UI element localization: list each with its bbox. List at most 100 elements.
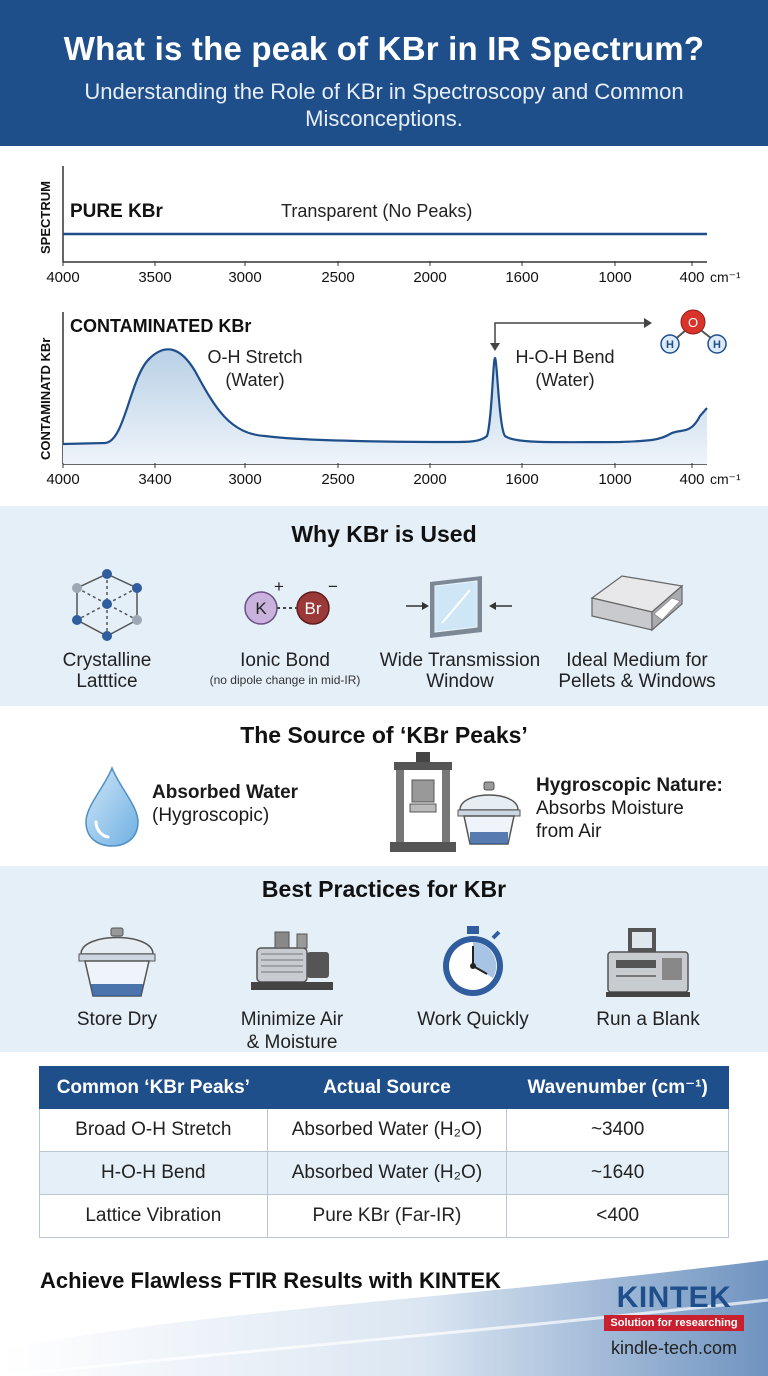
table-cell: ~3400: [506, 1108, 729, 1152]
lattice-icon: [72, 569, 142, 641]
svg-text:H: H: [713, 339, 721, 351]
kintek-logo: KINTEK Solution for researching kindle-t…: [604, 1282, 744, 1359]
best-label-run-blank: Run a Blank: [596, 1009, 700, 1030]
desiccator-icon: [78, 927, 156, 997]
table-row: Lattice Vibration Pure KBr (Far-IR) <400: [39, 1194, 729, 1238]
water-molecule-icon: O H H: [660, 309, 727, 354]
why-label-lattice-2: Latttice: [76, 671, 138, 692]
why-label-window-1: Wide Transmission: [379, 650, 541, 671]
cta-text: Achieve Flawless FTIR Results with KINTE…: [40, 1268, 501, 1293]
cont-name: CONTAMINATED KBr: [70, 316, 251, 336]
page-title: What is the peak of KBr in IR Spectrum?: [63, 30, 705, 67]
why-label-pellet-1: Ideal Medium for: [566, 650, 708, 671]
pellet-icon: [590, 575, 684, 632]
pure-x-tick-label: 400: [679, 269, 704, 286]
best-label-work-quickly: Work Quickly: [417, 1009, 529, 1030]
ftir-instrument-icon: [606, 928, 690, 997]
hygroscopic-nature-label: Hygroscopic Nature: Absorbs Moisture fro…: [536, 775, 723, 842]
pure-note: Transparent (No Peaks): [281, 201, 472, 221]
pure-x-tick-label: 2500: [321, 269, 354, 286]
header-banner: What is the peak of KBr in IR Spectrum? …: [0, 0, 768, 146]
source-section: The Source of ‘KBr Peaks’ Absorbed Water…: [0, 706, 768, 866]
table-row: Broad O-H Stretch Absorbed Water (H₂O) ~…: [39, 1108, 729, 1152]
pure-name: PURE KBr: [70, 201, 164, 222]
cont-axis-label: CONTAMINATD KBr: [38, 338, 53, 460]
cont-x-tick-label: 3400: [138, 471, 171, 488]
peak2-sub: (Water): [535, 370, 594, 390]
why-label-ionic: Ionic Bond: [240, 650, 330, 671]
pure-x-tick-label: 3500: [138, 269, 171, 286]
pure-x-tick-label: 4000: [46, 269, 79, 286]
website-link[interactable]: kindle-tech.com: [610, 1338, 738, 1358]
cont-x-tick-label: 1600: [505, 471, 538, 488]
table-cell: Lattice Vibration: [39, 1194, 268, 1238]
svg-text:−: −: [328, 577, 338, 596]
best-item-work-quickly: Work Quickly: [383, 924, 563, 1031]
stopwatch-icon: [443, 926, 503, 996]
table-cell: Absorbed Water (H₂O): [266, 1108, 508, 1152]
svg-text:+: +: [274, 577, 284, 596]
best-label-store-dry: Store Dry: [76, 1009, 158, 1030]
svg-text:H: H: [666, 339, 674, 351]
pure-x-tick-label: 1000: [598, 269, 631, 286]
water-drop-icon: [85, 765, 139, 847]
best-practices-section: Best Practices for KBr Store Dry: [0, 866, 768, 1054]
table-cell: Absorbed Water (H₂O): [266, 1151, 508, 1195]
why-note-ionic: (no dipole change in mid-IR): [209, 673, 361, 687]
peaks-table: Common ‘KBr Peaks’ Actual Source Wavenum…: [39, 1066, 729, 1238]
best-label-minimize-air-2: & Moisture: [246, 1032, 338, 1053]
table-header: Wavenumber (cm⁻¹): [506, 1066, 729, 1109]
pure-unit: cm⁻¹: [710, 269, 741, 285]
cont-x-tick-label: 2000: [413, 471, 446, 488]
peak2-arrow-head-down: [490, 343, 500, 351]
footer: Achieve Flawless FTIR Results with KINTE…: [0, 1240, 768, 1376]
vacuum-pump-icon: [251, 931, 333, 990]
peak1-sub: (Water): [225, 370, 284, 390]
table-row: H-O-H Bend Absorbed Water (H₂O) ~1640: [39, 1151, 729, 1195]
absorbed-water-label: Absorbed Water (Hygroscopic): [152, 782, 299, 826]
peak2-arrow-head-right: [644, 318, 652, 328]
table-cell: ~1640: [506, 1151, 729, 1195]
brand-name: KINTEK: [616, 1281, 732, 1314]
why-section: Why KBr is Used Crystallin: [0, 506, 768, 706]
cont-x-tick-label: 1000: [598, 471, 631, 488]
pure-axis-label: SPECTRUM: [38, 181, 53, 254]
cont-x-tick-label: 2500: [321, 471, 354, 488]
spectra-chart: SPECTRUM PURE KBr Transparent (No Peaks)…: [38, 166, 741, 488]
best-title: Best Practices for KBr: [261, 876, 507, 902]
svg-text:K: K: [255, 599, 267, 618]
source-title: The Source of ‘KBr Peaks’: [240, 722, 528, 748]
why-item-pellet: Ideal Medium for Pellets & Windows: [542, 568, 732, 692]
table-header: Actual Source: [266, 1066, 508, 1109]
best-item-minimize-air: Minimize Air & Moisture: [202, 924, 382, 1054]
best-item-run-blank: Run a Blank: [558, 924, 738, 1031]
page-subtitle: Understanding the Role of KBr in Spectro…: [84, 79, 684, 131]
why-item-lattice: Crystalline Latttice: [12, 568, 202, 692]
pure-x-tick-label: 1600: [505, 269, 538, 286]
table-cell: H-O-H Bend: [39, 1151, 268, 1195]
table-header-row: Common ‘KBr Peaks’ Actual Source Wavenum…: [39, 1066, 729, 1109]
best-label-minimize-air-1: Minimize Air: [240, 1009, 344, 1030]
table-cell: <400: [506, 1194, 729, 1238]
pure-x-tick-label: 2000: [413, 269, 446, 286]
table-cell: Broad O-H Stretch: [39, 1108, 268, 1152]
spectra-panel: SPECTRUM PURE KBr Transparent (No Peaks)…: [0, 146, 768, 506]
peak2-label: H-O-H Bend: [515, 347, 614, 367]
brand-tagline: Solution for researching: [604, 1315, 744, 1331]
window-icon: [406, 576, 512, 638]
press-and-desiccator-icon: [390, 752, 521, 852]
cont-x-tick-label: 400: [679, 471, 704, 488]
why-title: Why KBr is Used: [291, 521, 477, 547]
pure-x-tick-label: 3000: [228, 269, 261, 286]
ionic-bond-icon: K Br + −: [244, 577, 338, 625]
table-cell: Pure KBr (Far-IR): [266, 1194, 508, 1238]
why-label-pellet-2: Pellets & Windows: [558, 671, 716, 692]
table-header: Common ‘KBr Peaks’: [39, 1066, 268, 1109]
cont-spectrum-line: [62, 348, 708, 446]
peak1-label: O-H Stretch: [207, 347, 302, 367]
why-label-lattice-1: Crystalline: [62, 650, 152, 671]
best-item-store-dry: Store Dry: [27, 924, 207, 1031]
svg-text:Br: Br: [305, 599, 322, 618]
cont-x-tick-label: 3000: [228, 471, 261, 488]
cont-spectrum-fill: [63, 349, 707, 464]
